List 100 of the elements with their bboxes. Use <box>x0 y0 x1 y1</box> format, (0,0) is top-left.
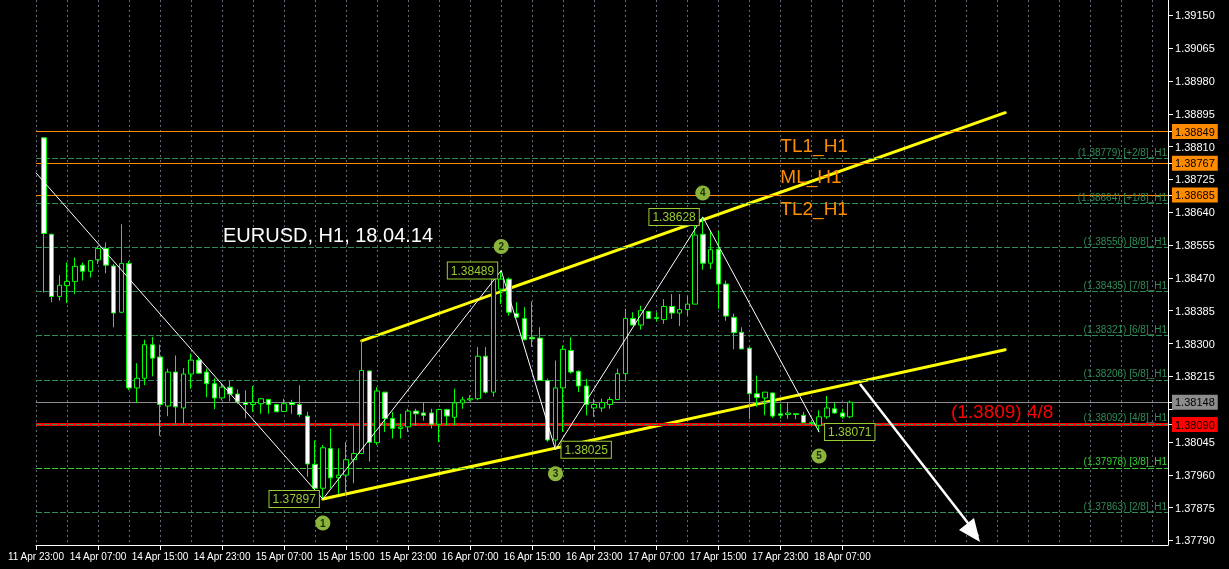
candlestick <box>654 311 659 323</box>
candlestick <box>685 295 690 317</box>
candlestick <box>64 261 70 304</box>
ref-line-label: (1.38092) [4/8]_H1 <box>1083 412 1168 424</box>
ref-line-label: (1.38206) [5/8]_H1 <box>1083 368 1168 380</box>
x-tick-label: 14 Apr 07:00 <box>69 550 127 562</box>
y-tick-label: 1.39065 <box>1172 42 1215 55</box>
candlestick <box>57 274 62 302</box>
candlestick <box>72 256 78 295</box>
candlestick <box>599 398 605 413</box>
ref-line-label: TL1_H1 <box>780 134 848 157</box>
y-tick-label: 1.38045 <box>1172 435 1215 448</box>
ref-line-label: (1.3809) 4/8 <box>950 400 1054 422</box>
candlestick <box>809 419 814 426</box>
candlestick <box>157 344 163 437</box>
candlestick <box>336 448 341 495</box>
candlestick <box>212 377 217 410</box>
candlestick <box>537 326 543 382</box>
candlestick <box>165 368 171 417</box>
x-tick-label: 17 Apr 07:00 <box>627 550 686 562</box>
candlestick <box>832 402 837 415</box>
candlestick <box>793 413 799 420</box>
candlestick <box>413 408 419 426</box>
x-tick-label: 15 Apr 23:00 <box>379 550 437 562</box>
candlestick <box>677 293 682 327</box>
annotation: 5 <box>816 450 823 462</box>
candlestick <box>700 216 706 271</box>
y-tick-label: 1.38685 <box>1175 188 1215 201</box>
candlestick <box>421 402 426 422</box>
candlestick <box>436 408 442 443</box>
candlestick <box>150 336 155 377</box>
candlestick <box>483 346 488 395</box>
candlestick <box>731 313 737 350</box>
candlestick <box>778 403 783 420</box>
candlestick <box>258 398 264 415</box>
x-tick-label: 16 Apr 23:00 <box>565 550 624 562</box>
y-tick-label: 1.38555 <box>1172 239 1215 252</box>
candlestick <box>382 391 388 433</box>
candlestick <box>49 233 54 303</box>
annotation: 2 <box>498 241 505 253</box>
candlestick <box>661 298 667 325</box>
candlestick <box>506 277 512 317</box>
candlestick <box>351 424 357 484</box>
ref-line-label: (1.37978) [3/8]_H1 <box>1083 456 1168 468</box>
x-tick-label: 18 Apr 07:00 <box>814 550 872 562</box>
candlestick <box>88 260 93 279</box>
candlestick <box>204 368 209 398</box>
data-label: 1.38071 <box>828 424 872 439</box>
y-tick-label: 1.38300 <box>1172 337 1215 350</box>
candlestick <box>429 408 434 429</box>
y-tick-label: 1.37790 <box>1172 534 1215 547</box>
data-label: 1.37897 <box>272 492 317 507</box>
candlestick <box>514 301 519 318</box>
candlestick <box>173 354 178 424</box>
ref-line-label: (1.38550) [8/8]_H1 <box>1083 235 1168 247</box>
candlestick <box>623 308 628 382</box>
candlestick <box>716 230 721 310</box>
x-tick-label: 16 Apr 15:00 <box>503 550 562 562</box>
candlestick <box>119 223 124 314</box>
candlestick <box>111 263 116 328</box>
candlestick <box>188 353 194 390</box>
candlestick <box>398 413 403 439</box>
ref-line-label: (1.38779) [+2/8]_H1 <box>1077 147 1168 159</box>
candlestick <box>359 339 364 455</box>
x-tick-label: 17 Apr 23:00 <box>751 550 810 562</box>
candlestick <box>444 408 450 426</box>
x-tick-label: 15 Apr 07:00 <box>255 550 313 562</box>
x-tick-label: 11 Apr 23:00 <box>8 550 65 562</box>
y-tick-label: 1.37875 <box>1172 501 1215 514</box>
candlestick <box>785 401 791 420</box>
candlestick <box>739 326 744 350</box>
candlestick <box>801 411 806 424</box>
y-tick-label: 1.38895 <box>1172 107 1215 120</box>
candlestick <box>568 336 574 375</box>
candlestick <box>615 368 620 400</box>
candlestick <box>134 362 140 404</box>
candlestick <box>374 386 380 446</box>
candlestick <box>824 395 830 420</box>
candlestick <box>529 300 535 348</box>
y-tick-label: 1.38725 <box>1172 173 1215 186</box>
candlestick <box>553 360 558 451</box>
candlestick <box>646 310 651 320</box>
ref-line-label: TL2_H1 <box>780 197 848 220</box>
candlestick <box>405 408 411 433</box>
x-tick-label: 14 Apr 15:00 <box>131 550 189 562</box>
y-tick-label: 1.38640 <box>1172 206 1215 219</box>
candlestick <box>560 344 566 433</box>
candlestick <box>747 346 752 420</box>
candlestick <box>847 400 853 419</box>
candlestick <box>281 398 287 413</box>
candlestick <box>196 356 202 375</box>
candlestick <box>367 370 372 463</box>
candlestick <box>754 375 760 408</box>
y-tick-label: 1.38767 <box>1175 157 1215 170</box>
x-tick-label: 15 Apr 15:00 <box>317 550 375 562</box>
candlestick <box>669 293 675 320</box>
annotation: 4 <box>700 187 707 199</box>
y-tick-label: 1.38148 <box>1175 396 1215 409</box>
candlestick <box>840 408 845 420</box>
y-tick-label: 1.38090 <box>1175 418 1215 431</box>
